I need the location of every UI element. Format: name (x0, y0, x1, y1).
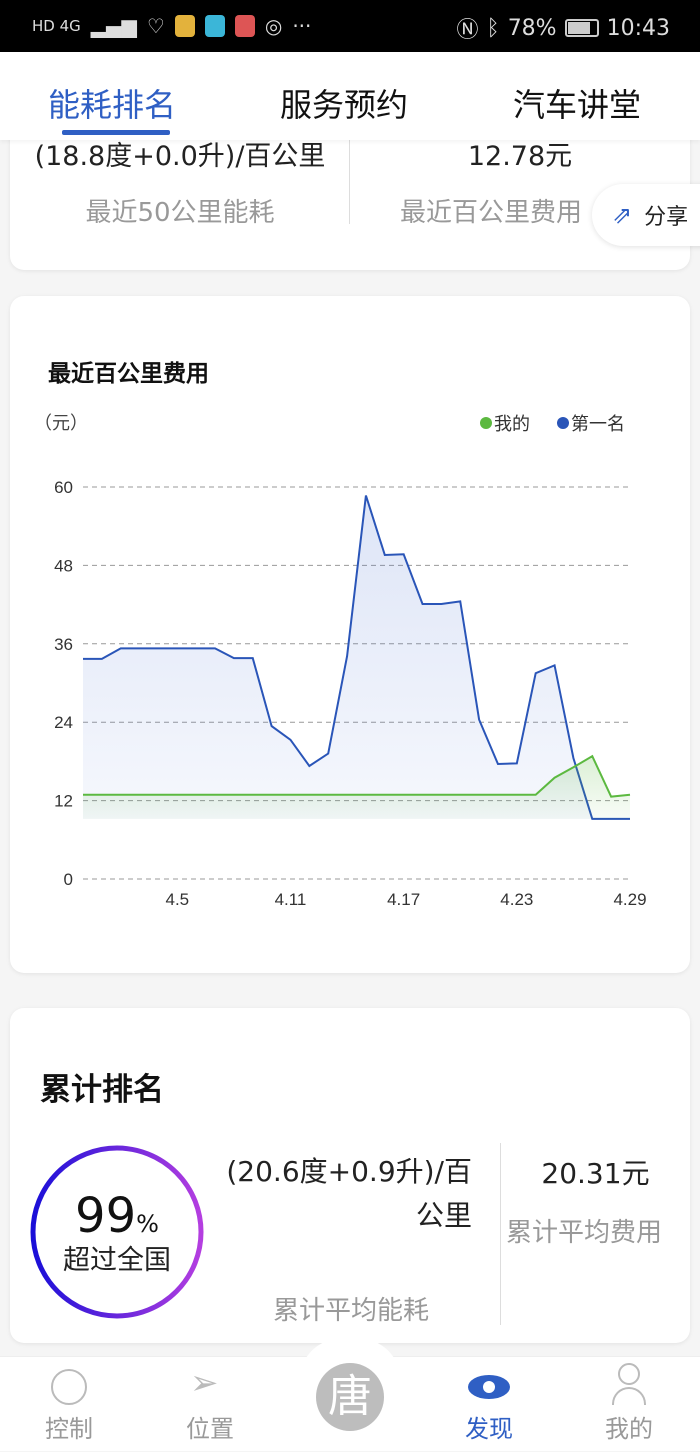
control-icon (51, 1369, 87, 1405)
recent-energy-label: 最近50公里能耗 (85, 198, 275, 228)
share-button[interactable]: ⇗ 分享 (592, 184, 700, 246)
bluetooth-icon: ᛒ (486, 15, 500, 41)
cumulative-energy-value: (20.6度+0.9升)/百公里 (226, 1155, 472, 1232)
legend-marker-mine (480, 417, 492, 429)
legend-item-first: 第一名 (557, 410, 625, 436)
series-line-0 (83, 754, 631, 798)
tab-car-lecture[interactable]: 汽车讲堂 (513, 86, 642, 124)
nav-item-discover[interactable]: 发现 (439, 1357, 539, 1452)
recent-energy-value: (18.8度+0.0升)/百公里 (34, 141, 326, 172)
chart-card: 最近百公里费用 （元） 我的 第一名 0 12 24 36 48 60 4.5 4.11 4.1… (10, 296, 690, 973)
series-area-1 (83, 495, 630, 819)
signal-icon: ▂▄▆ (90, 14, 137, 38)
recent-cost-value: 12.78元 (467, 141, 573, 172)
top-tabs: 能耗排名 服务预约 汽车讲堂 (0, 52, 700, 140)
cost-line-chart: 0 12 24 36 48 60 4.5 4.11 4.17 4.23 4.29 (54, 478, 646, 909)
percentile-value: 99% (75, 1188, 159, 1244)
center-logo: 唐 (316, 1363, 384, 1431)
battery-icon (564, 19, 599, 37)
series-area-0 (83, 756, 630, 819)
nav-item-control[interactable]: 控制 (19, 1357, 119, 1452)
more-icon: ··· (292, 14, 312, 38)
hotspot-icon: ◎ (264, 14, 283, 38)
y-tick-label: 12 (54, 792, 73, 811)
cumulative-cost-label: 累计平均费用 (506, 1218, 663, 1248)
cumulative-ranking-card: 累计排名 99% 超过全国 (20.6度+0.9升)/百公里 累计平均能耗 20… (10, 1008, 690, 1343)
legend-marker-first (557, 417, 569, 429)
network-indicator: HD 4G (32, 17, 81, 35)
app-icon (174, 15, 195, 37)
cumulative-cost-value: 20.31元 (541, 1157, 650, 1190)
battery-percent: 78% (507, 15, 557, 41)
nav-item-center[interactable]: 唐 (300, 1357, 400, 1452)
nfc-icon: Ⓝ (456, 18, 479, 43)
cumulative-energy-label: 累计平均能耗 (272, 1296, 429, 1326)
x-tick-label: 4.29 (613, 890, 646, 909)
chart-title: 最近百公里费用 (48, 361, 209, 387)
clock: 10:43 (606, 15, 670, 41)
percentile-ring (30, 1145, 204, 1319)
series-line-1 (83, 495, 630, 820)
y-tick-label: 0 (64, 870, 73, 889)
divider (349, 140, 350, 224)
nav-item-mine[interactable]: 我的 (579, 1357, 679, 1452)
y-axis-unit: （元） (34, 413, 88, 434)
share-icon: ⇗ (612, 201, 633, 229)
active-tab-indicator (62, 130, 170, 135)
share-label: 分享 (644, 205, 689, 230)
y-tick-label: 24 (54, 713, 73, 732)
y-tick-label: 48 (54, 556, 73, 575)
map-app-icon (234, 15, 255, 37)
health-icon: ♡ (146, 14, 165, 38)
user-icon (618, 1363, 640, 1385)
percentile-label: 超过全国 (63, 1245, 171, 1276)
video-app-icon (204, 15, 225, 37)
eye-icon (468, 1375, 510, 1399)
x-tick-label: 4.5 (165, 890, 189, 909)
x-tick-label: 4.11 (275, 890, 307, 909)
location-icon: ➢ (190, 1363, 219, 1403)
y-tick-label: 60 (54, 478, 73, 497)
x-tick-label: 4.23 (500, 890, 533, 909)
tab-service-booking[interactable]: 服务预约 (280, 86, 409, 124)
recent-cost-label: 最近百公里费用 (400, 198, 583, 228)
tab-energy-ranking[interactable]: 能耗排名 (48, 86, 177, 124)
divider (500, 1143, 501, 1325)
nav-item-location[interactable]: ➢ 位置 (186, 1363, 234, 1443)
bottom-navigation: 控制 ➢ 位置 唐 发现 我的 (0, 1339, 700, 1452)
cumulative-title: 累计排名 (40, 1072, 164, 1108)
legend-item-mine: 我的 (480, 410, 530, 436)
status-bar: HD 4G ▂▄▆ ♡ ◎ ··· Ⓝ ᛒ 78% 10:43 (0, 0, 700, 52)
y-tick-label: 36 (54, 635, 73, 654)
x-tick-label: 4.17 (387, 890, 420, 909)
